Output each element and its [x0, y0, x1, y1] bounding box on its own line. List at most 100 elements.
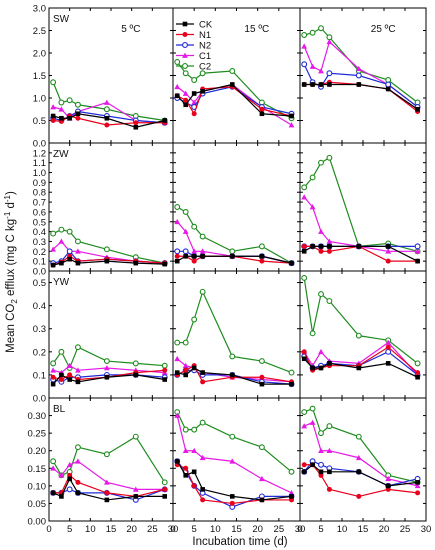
point-ck	[385, 86, 391, 92]
point-ck	[162, 377, 168, 382]
y-tick-label: 0.7	[33, 198, 46, 209]
point-c2	[182, 70, 189, 77]
x-tick-label: 15	[106, 524, 117, 535]
legend-marker	[182, 21, 188, 27]
point-c2	[199, 288, 206, 295]
x-tick-label: 10	[337, 524, 348, 535]
point-c1	[355, 454, 362, 461]
y-tick-label: 0.2	[33, 347, 46, 358]
point-c2	[182, 208, 189, 215]
y-tick-label: 3.0	[33, 4, 46, 15]
point-c2	[199, 70, 206, 77]
point-n2	[318, 461, 324, 468]
temperature-label: 5 ºC	[121, 24, 140, 35]
point-ck	[133, 124, 139, 130]
x-tick-label: 30	[421, 524, 432, 535]
panel-bl-1: 0.000.050.100.150.200.250.300 5 10 15 20 25 30…	[28, 397, 178, 535]
point-n1	[356, 493, 362, 499]
y-axis-title: Mean CO2 efflux (mg C kg-1 d-1)	[3, 191, 19, 353]
panel-yw-1: 0.0 0.1 0.2 0.3 0.4 0.5 YW	[33, 270, 174, 405]
point-c2	[74, 238, 81, 245]
point-ck	[327, 361, 332, 366]
point-c2	[191, 223, 198, 230]
y-tick-label: 2.0	[33, 49, 46, 60]
point-n1	[415, 490, 421, 496]
point-c2	[309, 405, 316, 412]
panel-zw-3	[299, 142, 427, 272]
point-c2	[309, 330, 316, 337]
point-n1	[326, 486, 332, 492]
point-c2	[174, 339, 181, 346]
point-ck	[174, 370, 180, 375]
point-ck	[301, 249, 307, 254]
x-tick-label: 10	[210, 524, 221, 535]
legend-item-c1: C1	[176, 51, 211, 62]
point-ck	[59, 260, 64, 266]
point-c2	[50, 360, 57, 367]
point-c2	[191, 77, 198, 83]
point-c2	[66, 228, 73, 235]
point-ck	[104, 258, 110, 264]
point-ck	[50, 113, 56, 119]
point-n1	[259, 374, 265, 380]
point-c2	[258, 243, 265, 250]
point-ck	[356, 365, 362, 371]
y-tick-label: 0.6	[33, 207, 46, 218]
panel-yw-2	[172, 270, 301, 399]
point-c2	[318, 430, 324, 437]
point-ck	[327, 469, 332, 475]
point-c1	[229, 458, 236, 464]
point-ck	[67, 377, 72, 382]
x-tick-label: 20	[126, 524, 137, 535]
point-n2	[174, 248, 181, 255]
point-c1	[385, 475, 392, 482]
point-ck	[104, 497, 110, 503]
y-tick-label: 0.5	[33, 116, 46, 127]
point-n2	[301, 61, 308, 68]
point-c1	[182, 447, 189, 454]
point-ck	[191, 253, 197, 259]
point-ck	[385, 361, 391, 366]
legend-item-c2: C2	[176, 62, 211, 73]
x-tick-label: 25	[147, 524, 158, 535]
point-c2	[199, 419, 206, 426]
point-n1	[385, 258, 391, 264]
point-ck	[310, 82, 315, 87]
point-c2	[355, 332, 362, 339]
point-c2	[301, 184, 308, 191]
point-n1	[301, 462, 307, 468]
point-c2	[288, 468, 295, 475]
point-c2	[288, 369, 295, 376]
y-tick-label: 1.0	[33, 94, 46, 105]
point-n1	[104, 122, 110, 128]
point-c1	[318, 348, 324, 355]
point-ck	[318, 469, 324, 475]
point-ck	[162, 118, 168, 123]
series-line-c2	[303, 156, 418, 252]
point-ck	[200, 370, 205, 375]
point-n1	[301, 243, 307, 249]
point-ck	[310, 244, 315, 249]
series-line-c2	[304, 27, 418, 103]
point-ck	[67, 476, 72, 482]
point-ck	[415, 258, 420, 264]
point-c2	[58, 99, 65, 106]
point-c2	[318, 291, 324, 298]
point-n1	[229, 500, 235, 506]
x-tick-label: 15	[231, 524, 242, 535]
point-c1	[182, 228, 189, 234]
point-c1	[58, 106, 65, 112]
point-c2	[161, 362, 168, 369]
row-label: YW	[53, 277, 70, 288]
y-tick-label: 0.0	[33, 139, 46, 150]
point-c1	[66, 362, 73, 368]
legend-marker	[182, 52, 188, 58]
point-n1	[75, 115, 81, 121]
point-c1	[50, 465, 57, 471]
point-c1	[50, 246, 57, 252]
point-c1	[326, 38, 333, 45]
panel-yw-3	[299, 270, 427, 399]
point-n2	[414, 243, 421, 250]
